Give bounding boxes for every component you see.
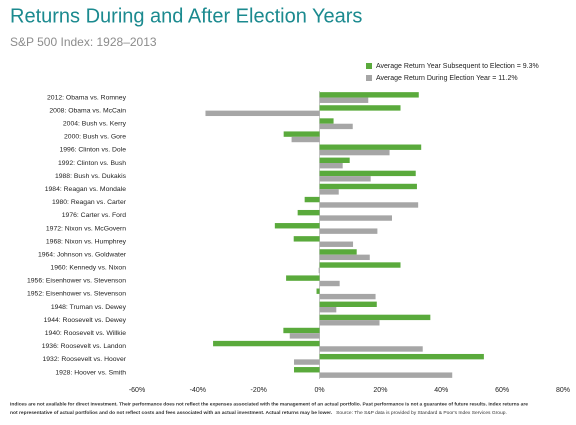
bar — [274, 223, 320, 229]
category-label: 1992: Clinton vs. Bush — [58, 160, 126, 167]
bar — [319, 144, 422, 150]
x-tick-label: 40% — [434, 387, 448, 394]
bar — [289, 333, 320, 339]
bar — [319, 170, 416, 177]
x-tick-label: -20% — [251, 387, 267, 394]
source: Source: The S&P data is provided by Stan… — [336, 410, 507, 416]
category-label: 1972: Nixon vs. McGovern — [46, 225, 126, 232]
bar — [319, 293, 376, 300]
bar — [319, 249, 357, 255]
bar — [297, 209, 320, 216]
bar — [319, 97, 369, 103]
category-label: 2012: Obama vs. Romney — [47, 94, 127, 101]
bar — [319, 149, 390, 156]
bar — [213, 340, 320, 347]
category-label: 1980: Reagan vs. Carter — [52, 199, 127, 206]
legend-swatch — [366, 63, 372, 69]
x-tick-label: 60% — [495, 387, 509, 394]
bar — [205, 110, 320, 117]
category-label: 1968: Nixon vs. Humphrey — [46, 238, 127, 245]
bar — [319, 228, 378, 234]
bar — [286, 275, 320, 281]
bar — [294, 367, 320, 373]
bar — [283, 131, 320, 137]
bar — [316, 288, 320, 294]
category-label: 1932: Roosevelt vs. Hoover — [43, 356, 127, 363]
bar — [319, 105, 401, 111]
category-label: 2008: Obama vs. McCain — [49, 107, 126, 114]
x-tick-label: 0% — [315, 387, 325, 394]
bar — [319, 202, 419, 208]
bar — [319, 157, 350, 163]
category-label: 1984: Reagan vs. Mondale — [45, 186, 126, 193]
legend-swatch — [366, 75, 372, 81]
bar — [319, 346, 423, 352]
legend-label: Average Return Year Subsequent to Electi… — [376, 63, 539, 70]
bar — [304, 196, 320, 203]
bar — [319, 307, 337, 313]
category-label: 1952: Eisenhower vs. Stevenson — [27, 291, 126, 298]
x-tick-label: -60% — [129, 387, 145, 394]
bar — [319, 215, 392, 221]
bar — [319, 320, 380, 326]
category-label: 1996: Clinton vs. Dole — [60, 147, 127, 154]
category-label: 1988: Bush vs. Dukakis — [55, 173, 127, 180]
bar — [319, 254, 370, 261]
bar — [319, 176, 371, 182]
x-tick-label: -40% — [190, 387, 206, 394]
bar — [319, 241, 354, 247]
bar — [319, 314, 431, 321]
category-label: 1928: Hoover vs. Smith — [55, 369, 126, 376]
x-tick-label: 20% — [373, 387, 387, 394]
legend-label: Average Return During Election Year = 11… — [376, 75, 518, 82]
category-label: 1936: Roosevelt vs. Landon — [42, 343, 126, 350]
category-label: 1948: Truman vs. Dewey — [51, 304, 127, 311]
category-label: 1940: Roosevelt vs. Willkie — [45, 330, 126, 337]
category-label: 1944: Roosevelt vs. Dewey — [44, 317, 127, 324]
category-label: 1960: Kennedy vs. Nixon — [50, 265, 126, 272]
bar — [294, 359, 320, 365]
bar — [319, 301, 377, 307]
category-label: 1956: Eisenhower vs. Stevenson — [27, 278, 126, 285]
bar — [319, 372, 453, 378]
bar — [283, 327, 320, 334]
bar — [319, 353, 484, 360]
bar — [319, 118, 334, 124]
category-label: 1976: Carter vs. Ford — [62, 212, 126, 219]
bar — [319, 189, 339, 195]
bar — [319, 92, 419, 98]
bar — [291, 136, 320, 143]
category-label: 2004: Bush vs. Kerry — [63, 121, 127, 128]
footnote: not representative of actual portfolios … — [10, 410, 507, 416]
footnote: Indices are not available for direct inv… — [10, 401, 528, 407]
bar — [319, 183, 417, 190]
x-tick-label: 80% — [556, 387, 570, 394]
bar — [319, 123, 353, 130]
bar — [293, 236, 320, 242]
bar — [318, 267, 320, 274]
category-label: 2000: Bush vs. Gore — [64, 134, 126, 141]
bar — [319, 280, 340, 287]
bar — [319, 163, 343, 169]
chart-subtitle: S&P 500 Index: 1928–2013 — [10, 35, 157, 49]
chart-title: Returns During and After Election Years — [10, 5, 362, 27]
bar — [319, 262, 401, 268]
category-label: 1964: Johnson vs. Goldwater — [38, 251, 127, 258]
footnote: not representative of actual portfolios … — [10, 410, 333, 416]
